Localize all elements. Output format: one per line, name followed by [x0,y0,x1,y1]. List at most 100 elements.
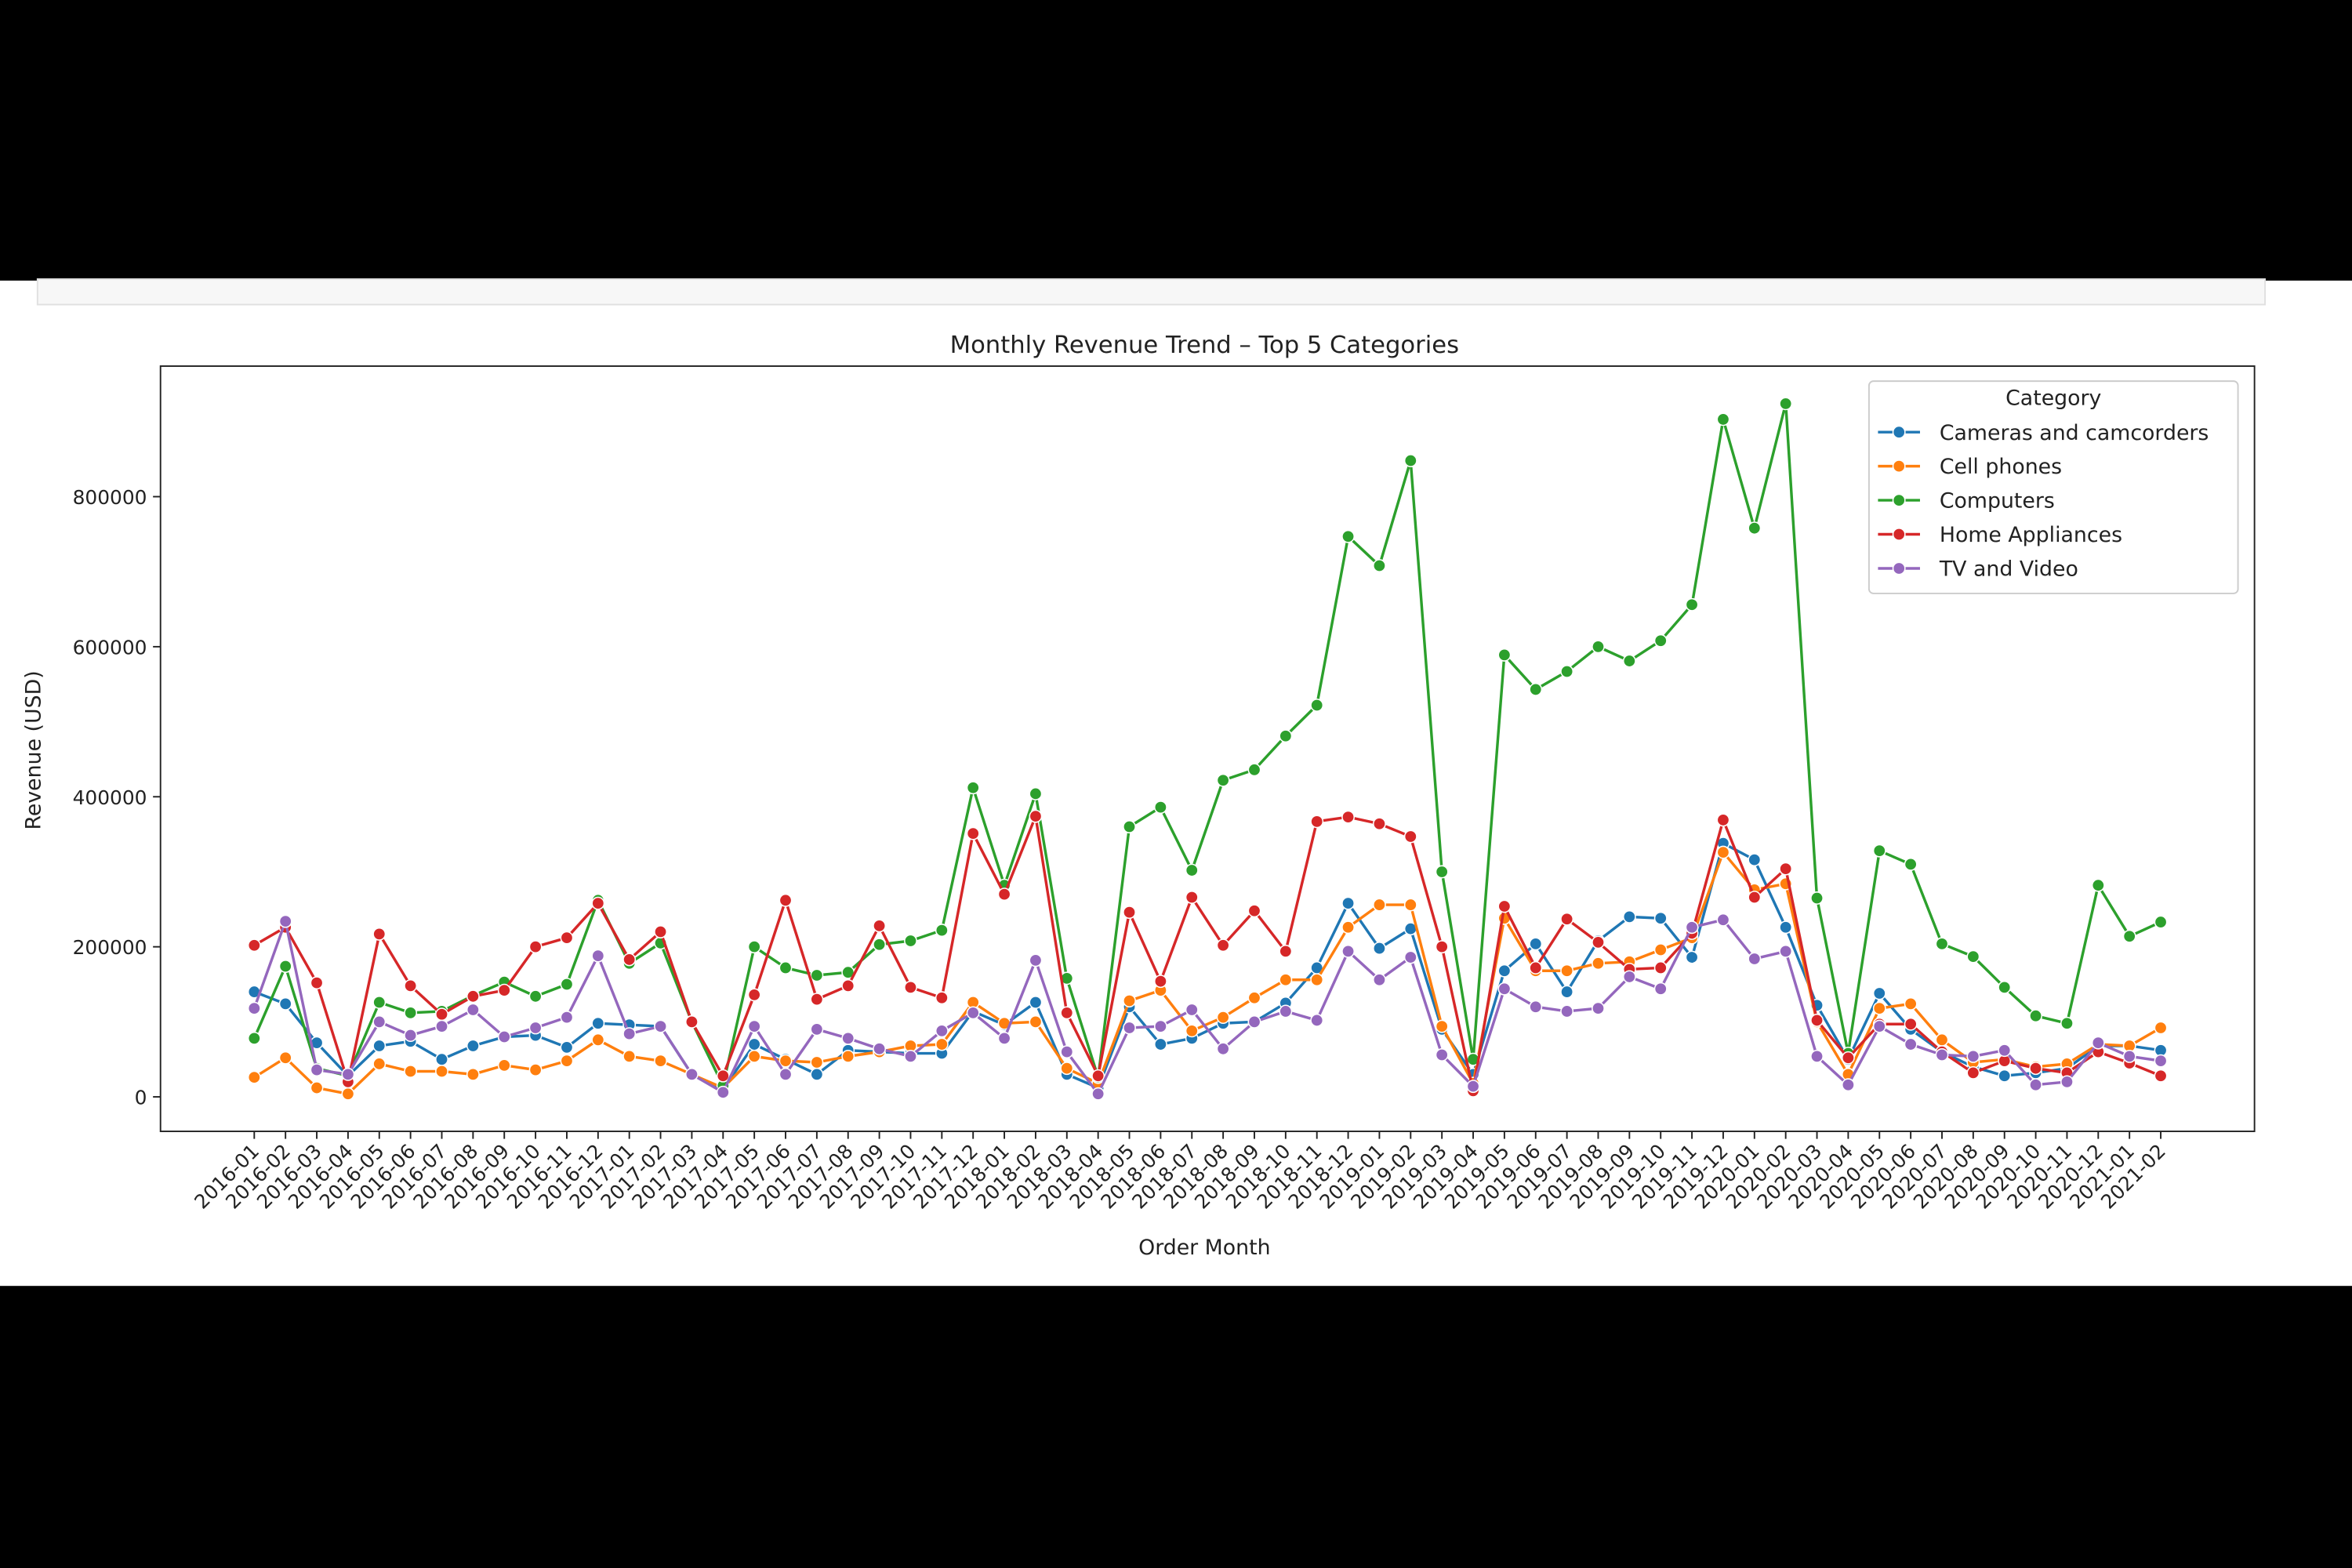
data-point [2154,1021,2168,1035]
data-point [779,1054,793,1068]
data-point [1185,863,1199,877]
data-point [341,1067,355,1081]
data-point [1560,964,1574,978]
data-point [1373,973,1386,987]
data-point [904,980,917,994]
data-point [622,1027,637,1041]
data-point [2091,1036,2105,1050]
data-point [935,1024,949,1038]
data-point [1872,1001,1886,1015]
data-point [2091,878,2105,892]
legend-marker [1892,459,1906,474]
data-point [497,1058,511,1073]
data-point [1592,1001,1605,1015]
data-point [1435,940,1449,954]
data-point [278,914,292,928]
data-point [247,938,261,953]
data-point [654,925,667,938]
data-point [1966,1049,1980,1063]
data-point [560,1040,574,1054]
data-point [1560,912,1574,926]
data-point [1998,1069,2012,1083]
data-point [873,1042,887,1056]
data-point [247,1031,261,1045]
data-point [747,940,761,954]
data-point [591,896,605,910]
data-point [1810,891,1824,905]
data-point [935,991,949,1005]
data-point [1872,986,1886,1000]
data-point [2029,1078,2043,1092]
data-point [997,887,1011,902]
data-point [1529,683,1543,696]
data-point [1279,973,1293,987]
data-point [1310,815,1324,829]
data-point [1592,956,1605,971]
data-point [341,1087,355,1101]
data-point [1529,1000,1543,1014]
data-point [435,1007,448,1022]
data-point [591,1033,605,1047]
data-point [1592,640,1605,654]
data-point [1029,787,1043,800]
data-point [2154,1069,2168,1083]
data-point [654,1054,667,1068]
data-point [1091,1069,1105,1083]
data-point [1341,529,1355,543]
data-point [560,1011,574,1025]
data-point [1716,813,1730,827]
legend-label: Cell phones [1940,455,2062,479]
legend-box [1867,380,2239,594]
data-point [1904,996,1918,1011]
series-line [253,811,2161,1091]
data-point [1653,961,1668,975]
data-point [1935,1033,1949,1047]
data-point [1310,1014,1324,1027]
data-point [1748,891,1762,904]
data-point [497,983,511,997]
data-point [560,931,574,945]
data-point [1373,559,1386,572]
data-point [966,1006,980,1020]
data-point [1341,920,1355,935]
data-point [1529,961,1543,975]
data-point [966,826,980,840]
data-point [247,1001,261,1015]
legend-marker [1892,528,1906,541]
data-point [1529,937,1543,951]
data-point [404,1029,418,1042]
data-point [591,1016,605,1030]
data-point [1216,773,1230,787]
data-point [779,893,793,907]
data-point [1841,1078,1855,1092]
data-point [1966,949,1980,964]
data-point [1185,891,1199,904]
data-point [528,989,543,1004]
data-point [466,1067,480,1081]
legend-marker [1892,561,1906,575]
data-point [2122,1049,2136,1063]
data-point [1279,944,1293,958]
data-point [1247,1014,1261,1029]
data-point [747,988,761,1002]
data-point [1810,1014,1824,1027]
data-point [1622,970,1636,984]
data-point [1497,964,1512,978]
data-point [1247,904,1261,918]
data-point [1341,944,1355,958]
data-point [1373,817,1386,831]
data-point [2060,1016,2074,1030]
data-point [1998,980,2012,994]
data-point [1029,1014,1043,1029]
data-point [1560,665,1574,678]
data-point [810,993,824,1007]
data-point [2029,1009,2043,1023]
data-point [904,934,917,948]
data-point [1153,975,1167,989]
data-point [1935,937,1949,951]
data-point [1403,898,1417,912]
data-point [622,1049,637,1063]
data-point [1153,1019,1167,1033]
data-point [2154,1054,2168,1068]
